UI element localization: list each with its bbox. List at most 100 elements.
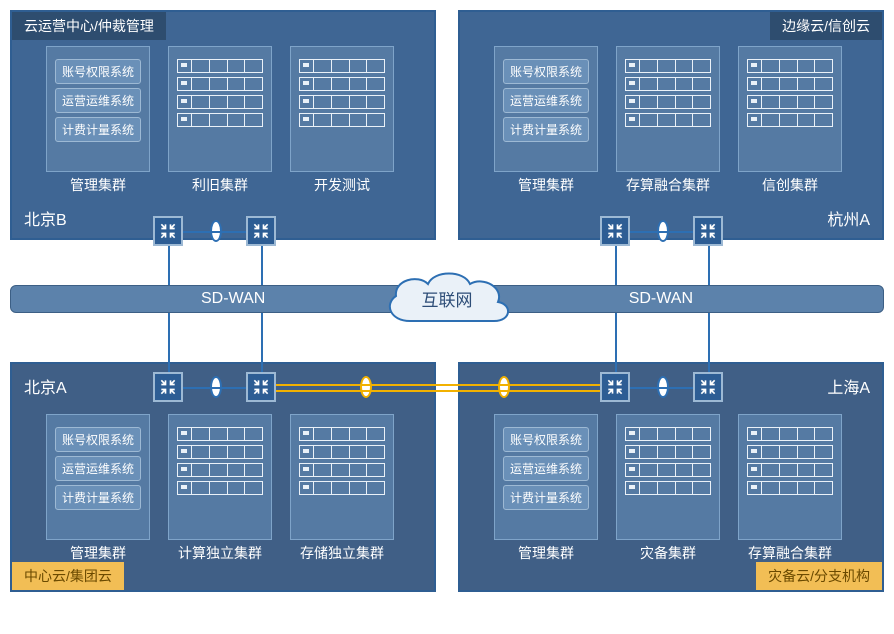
cluster-label: 计算独立集群 (169, 543, 271, 563)
network-node-icon (693, 372, 723, 402)
cluster-box: 灾备集群 (616, 414, 720, 540)
region-tl: 云运营中心/仲裁管理北京B 账号权限系统运营运维系统计费计量系统管理集群利旧集群开… (10, 10, 436, 240)
network-node-icon (246, 372, 276, 402)
server-bar (625, 427, 711, 441)
link-line (168, 246, 170, 285)
server-bar (625, 463, 711, 477)
link-line (708, 313, 710, 372)
server-bar (299, 77, 385, 91)
cluster-box: 信创集群 (738, 46, 842, 172)
link-line (183, 231, 246, 233)
svg-text:互联网: 互联网 (422, 291, 473, 310)
server-bar (625, 95, 711, 109)
cluster-label: 管理集群 (47, 543, 149, 563)
network-node-icon (600, 216, 630, 246)
cluster-label: 信创集群 (739, 175, 841, 195)
region-label: 杭州A (827, 206, 870, 230)
server-bar (747, 95, 833, 109)
cluster-box: 利旧集群 (168, 46, 272, 172)
server-bar (177, 445, 263, 459)
link-line (630, 231, 693, 233)
server-bar (747, 77, 833, 91)
server-bar (177, 77, 263, 91)
system-button: 计费计量系统 (503, 485, 589, 510)
system-button: 运营运维系统 (55, 88, 141, 113)
server-bar (177, 463, 263, 477)
sdwan-label-left: SD-WAN (201, 290, 265, 308)
server-bar (747, 463, 833, 477)
region-bl: 中心云/集团云 北京A 账号权限系统运营运维系统计费计量系统管理集群计算独立集群存储… (10, 362, 436, 592)
system-button: 账号权限系统 (503, 427, 589, 452)
network-node-icon (153, 372, 183, 402)
server-bar (747, 427, 833, 441)
region-tr: 边缘云/信创云杭州A 账号权限系统运营运维系统计费计量系统管理集群存算融合集群信创… (458, 10, 884, 240)
server-bar (299, 59, 385, 73)
server-bar (625, 481, 711, 495)
link-line (261, 313, 263, 372)
link-line (615, 246, 617, 285)
cluster-label: 灾备集群 (617, 543, 719, 563)
sdwan-label-right: SD-WAN (629, 290, 693, 308)
server-bar (177, 59, 263, 73)
cluster-box: 账号权限系统运营运维系统计费计量系统管理集群 (46, 414, 150, 540)
link-line (615, 313, 617, 372)
network-node-icon (693, 216, 723, 246)
server-bar (299, 113, 385, 127)
system-button: 账号权限系统 (55, 59, 141, 84)
link-line (708, 246, 710, 285)
network-node-icon (246, 216, 276, 246)
region-label: 北京B (24, 206, 67, 230)
region-label: 上海A (827, 374, 870, 398)
cluster-box: 存算融合集群 (616, 46, 720, 172)
server-bar (747, 59, 833, 73)
cluster-box: 开发测试 (290, 46, 394, 172)
network-node-icon (153, 216, 183, 246)
system-button: 计费计量系统 (55, 117, 141, 142)
server-bar (747, 445, 833, 459)
server-bar (177, 481, 263, 495)
link-ellipse-yellow (498, 376, 510, 398)
server-bar (625, 59, 711, 73)
cluster-label: 存算融合集群 (617, 175, 719, 195)
link-line (183, 387, 246, 389)
server-bar (299, 427, 385, 441)
link-line-yellow (276, 384, 600, 386)
region-label: 北京A (24, 374, 67, 398)
link-line (261, 246, 263, 285)
system-button: 计费计量系统 (55, 485, 141, 510)
cluster-label: 利旧集群 (169, 175, 271, 195)
server-bar (299, 463, 385, 477)
cluster-box: 账号权限系统运营运维系统计费计量系统管理集群 (46, 46, 150, 172)
server-bar (177, 427, 263, 441)
server-bar (299, 481, 385, 495)
link-ellipse-yellow (360, 376, 372, 398)
region-tag: 云运营中心/仲裁管理 (12, 12, 166, 40)
region-tag: 边缘云/信创云 (770, 12, 882, 40)
cluster-box: 存储独立集群 (290, 414, 394, 540)
system-button: 运营运维系统 (503, 88, 589, 113)
system-button: 账号权限系统 (503, 59, 589, 84)
system-button: 运营运维系统 (503, 456, 589, 481)
cluster-label: 管理集群 (495, 543, 597, 563)
server-bar (299, 95, 385, 109)
region-tag: 中心云/集团云 (12, 562, 124, 590)
network-node-icon (600, 372, 630, 402)
cluster-box: 账号权限系统运营运维系统计费计量系统管理集群 (494, 414, 598, 540)
server-bar (177, 95, 263, 109)
cluster-label: 管理集群 (495, 175, 597, 195)
server-bar (299, 445, 385, 459)
internet-cloud: 互联网 (372, 266, 522, 336)
link-line-yellow (276, 390, 600, 392)
server-bar (747, 481, 833, 495)
server-bar (625, 77, 711, 91)
region-tag: 灾备云/分支机构 (756, 562, 882, 590)
cluster-label: 开发测试 (291, 175, 393, 195)
cluster-box: 账号权限系统运营运维系统计费计量系统管理集群 (494, 46, 598, 172)
server-bar (625, 445, 711, 459)
server-bar (177, 113, 263, 127)
server-bar (625, 113, 711, 127)
system-button: 运营运维系统 (55, 456, 141, 481)
cluster-box: 存算融合集群 (738, 414, 842, 540)
cluster-label: 存算融合集群 (739, 543, 841, 563)
link-line (630, 387, 693, 389)
